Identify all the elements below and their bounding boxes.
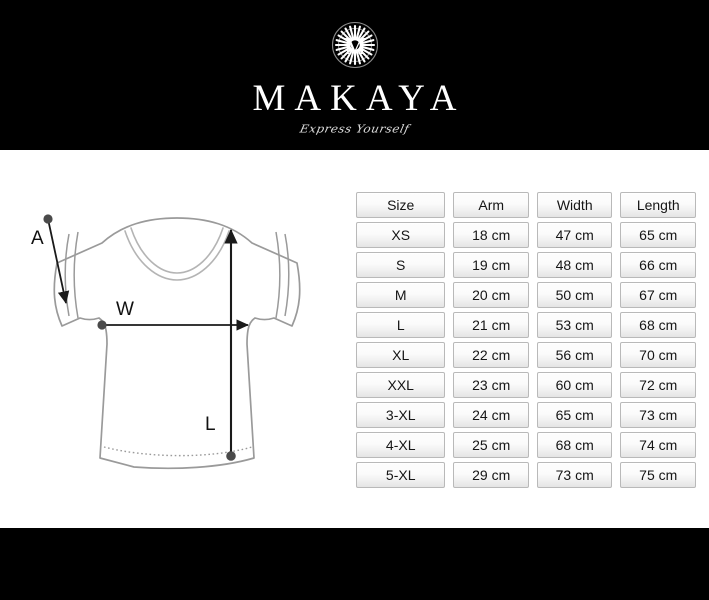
cell-width: 65 cm	[536, 402, 613, 428]
size-table: Size Arm Width Length XS 18 cm 47 cm 65 …	[356, 192, 696, 492]
measure-endpoint-dot	[43, 214, 53, 224]
right-sleeve-cuff	[275, 231, 290, 319]
shirt-diagram: A W L	[12, 168, 342, 498]
table-row: 3-XL 24 cm 65 cm 73 cm	[356, 402, 696, 428]
content-area: A W L Size Arm	[0, 150, 709, 528]
cell-width: 53 cm	[536, 312, 613, 338]
cell-length: 75 cm	[620, 462, 696, 488]
cell-arm: 21 cm	[453, 312, 529, 338]
rope-ring	[331, 21, 378, 69]
cell-arm: 20 cm	[453, 282, 529, 308]
cell-size: L	[356, 312, 446, 338]
table-row: XXL 23 cm 60 cm 72 cm	[356, 372, 696, 398]
cell-width: 48 cm	[536, 252, 613, 278]
cell-arm: 23 cm	[453, 372, 529, 398]
cell-length: 70 cm	[620, 342, 696, 368]
arm-label: A	[31, 228, 44, 249]
cell-size: 3-XL	[356, 402, 446, 428]
cell-arm: 18 cm	[453, 222, 529, 248]
collar	[124, 227, 230, 281]
cell-arm: 22 cm	[453, 342, 529, 368]
column-header-length: Length	[620, 192, 696, 218]
cell-size: S	[356, 252, 446, 278]
cell-arm: 19 cm	[453, 252, 529, 278]
cell-size: XXL	[356, 372, 446, 398]
table-row: XS 18 cm 47 cm 65 cm	[356, 222, 696, 248]
column-header-size: Size	[356, 192, 446, 218]
rope-wreath-emblem-icon: M	[323, 14, 387, 78]
table-row: XL 22 cm 56 cm 70 cm	[356, 342, 696, 368]
width-label: W	[116, 299, 134, 320]
table-row: L 21 cm 53 cm 68 cm	[356, 312, 696, 338]
column-header-width: Width	[536, 192, 613, 218]
cell-arm: 25 cm	[453, 432, 529, 458]
length-label: L	[205, 414, 216, 435]
cell-arm: 29 cm	[453, 462, 529, 488]
measurement-length: L	[205, 228, 238, 461]
table-row: M 20 cm 50 cm 67 cm	[356, 282, 696, 308]
cell-width: 56 cm	[536, 342, 613, 368]
measurement-arm: A	[31, 214, 70, 304]
measurement-width: W	[97, 299, 249, 331]
cell-size: XS	[356, 222, 446, 248]
measure-endpoint-dot	[97, 320, 107, 330]
cell-width: 47 cm	[536, 222, 613, 248]
cell-width: 73 cm	[536, 462, 613, 488]
cell-length: 65 cm	[620, 222, 696, 248]
table-row: S 19 cm 48 cm 66 cm	[356, 252, 696, 278]
cell-length: 73 cm	[620, 402, 696, 428]
brand-tagline: Express Yourself	[298, 122, 411, 136]
measure-endpoint-dot	[226, 451, 236, 461]
cell-width: 50 cm	[536, 282, 613, 308]
cell-size: 5-XL	[356, 462, 446, 488]
brand-header: M MAKAYA Express Yourself	[0, 0, 709, 150]
cell-arm: 24 cm	[453, 402, 529, 428]
footer-band	[0, 528, 709, 600]
cell-length: 74 cm	[620, 432, 696, 458]
cell-length: 68 cm	[620, 312, 696, 338]
cell-size: M	[356, 282, 446, 308]
cell-size: 4-XL	[356, 432, 446, 458]
garment-outline	[53, 217, 301, 470]
cell-width: 60 cm	[536, 372, 613, 398]
table-row: 5-XL 29 cm 73 cm 75 cm	[356, 462, 696, 488]
cell-length: 72 cm	[620, 372, 696, 398]
emblem-letter: M	[344, 34, 365, 60]
cell-length: 67 cm	[620, 282, 696, 308]
cell-width: 68 cm	[536, 432, 613, 458]
column-header-arm: Arm	[453, 192, 529, 218]
brand-wordmark: MAKAYA	[252, 78, 466, 119]
cell-size: XL	[356, 342, 446, 368]
table-row: 4-XL 25 cm 68 cm 74 cm	[356, 432, 696, 458]
cell-length: 66 cm	[620, 252, 696, 278]
left-sleeve-cuff	[64, 231, 79, 319]
table-header-row: Size Arm Width Length	[356, 192, 696, 218]
